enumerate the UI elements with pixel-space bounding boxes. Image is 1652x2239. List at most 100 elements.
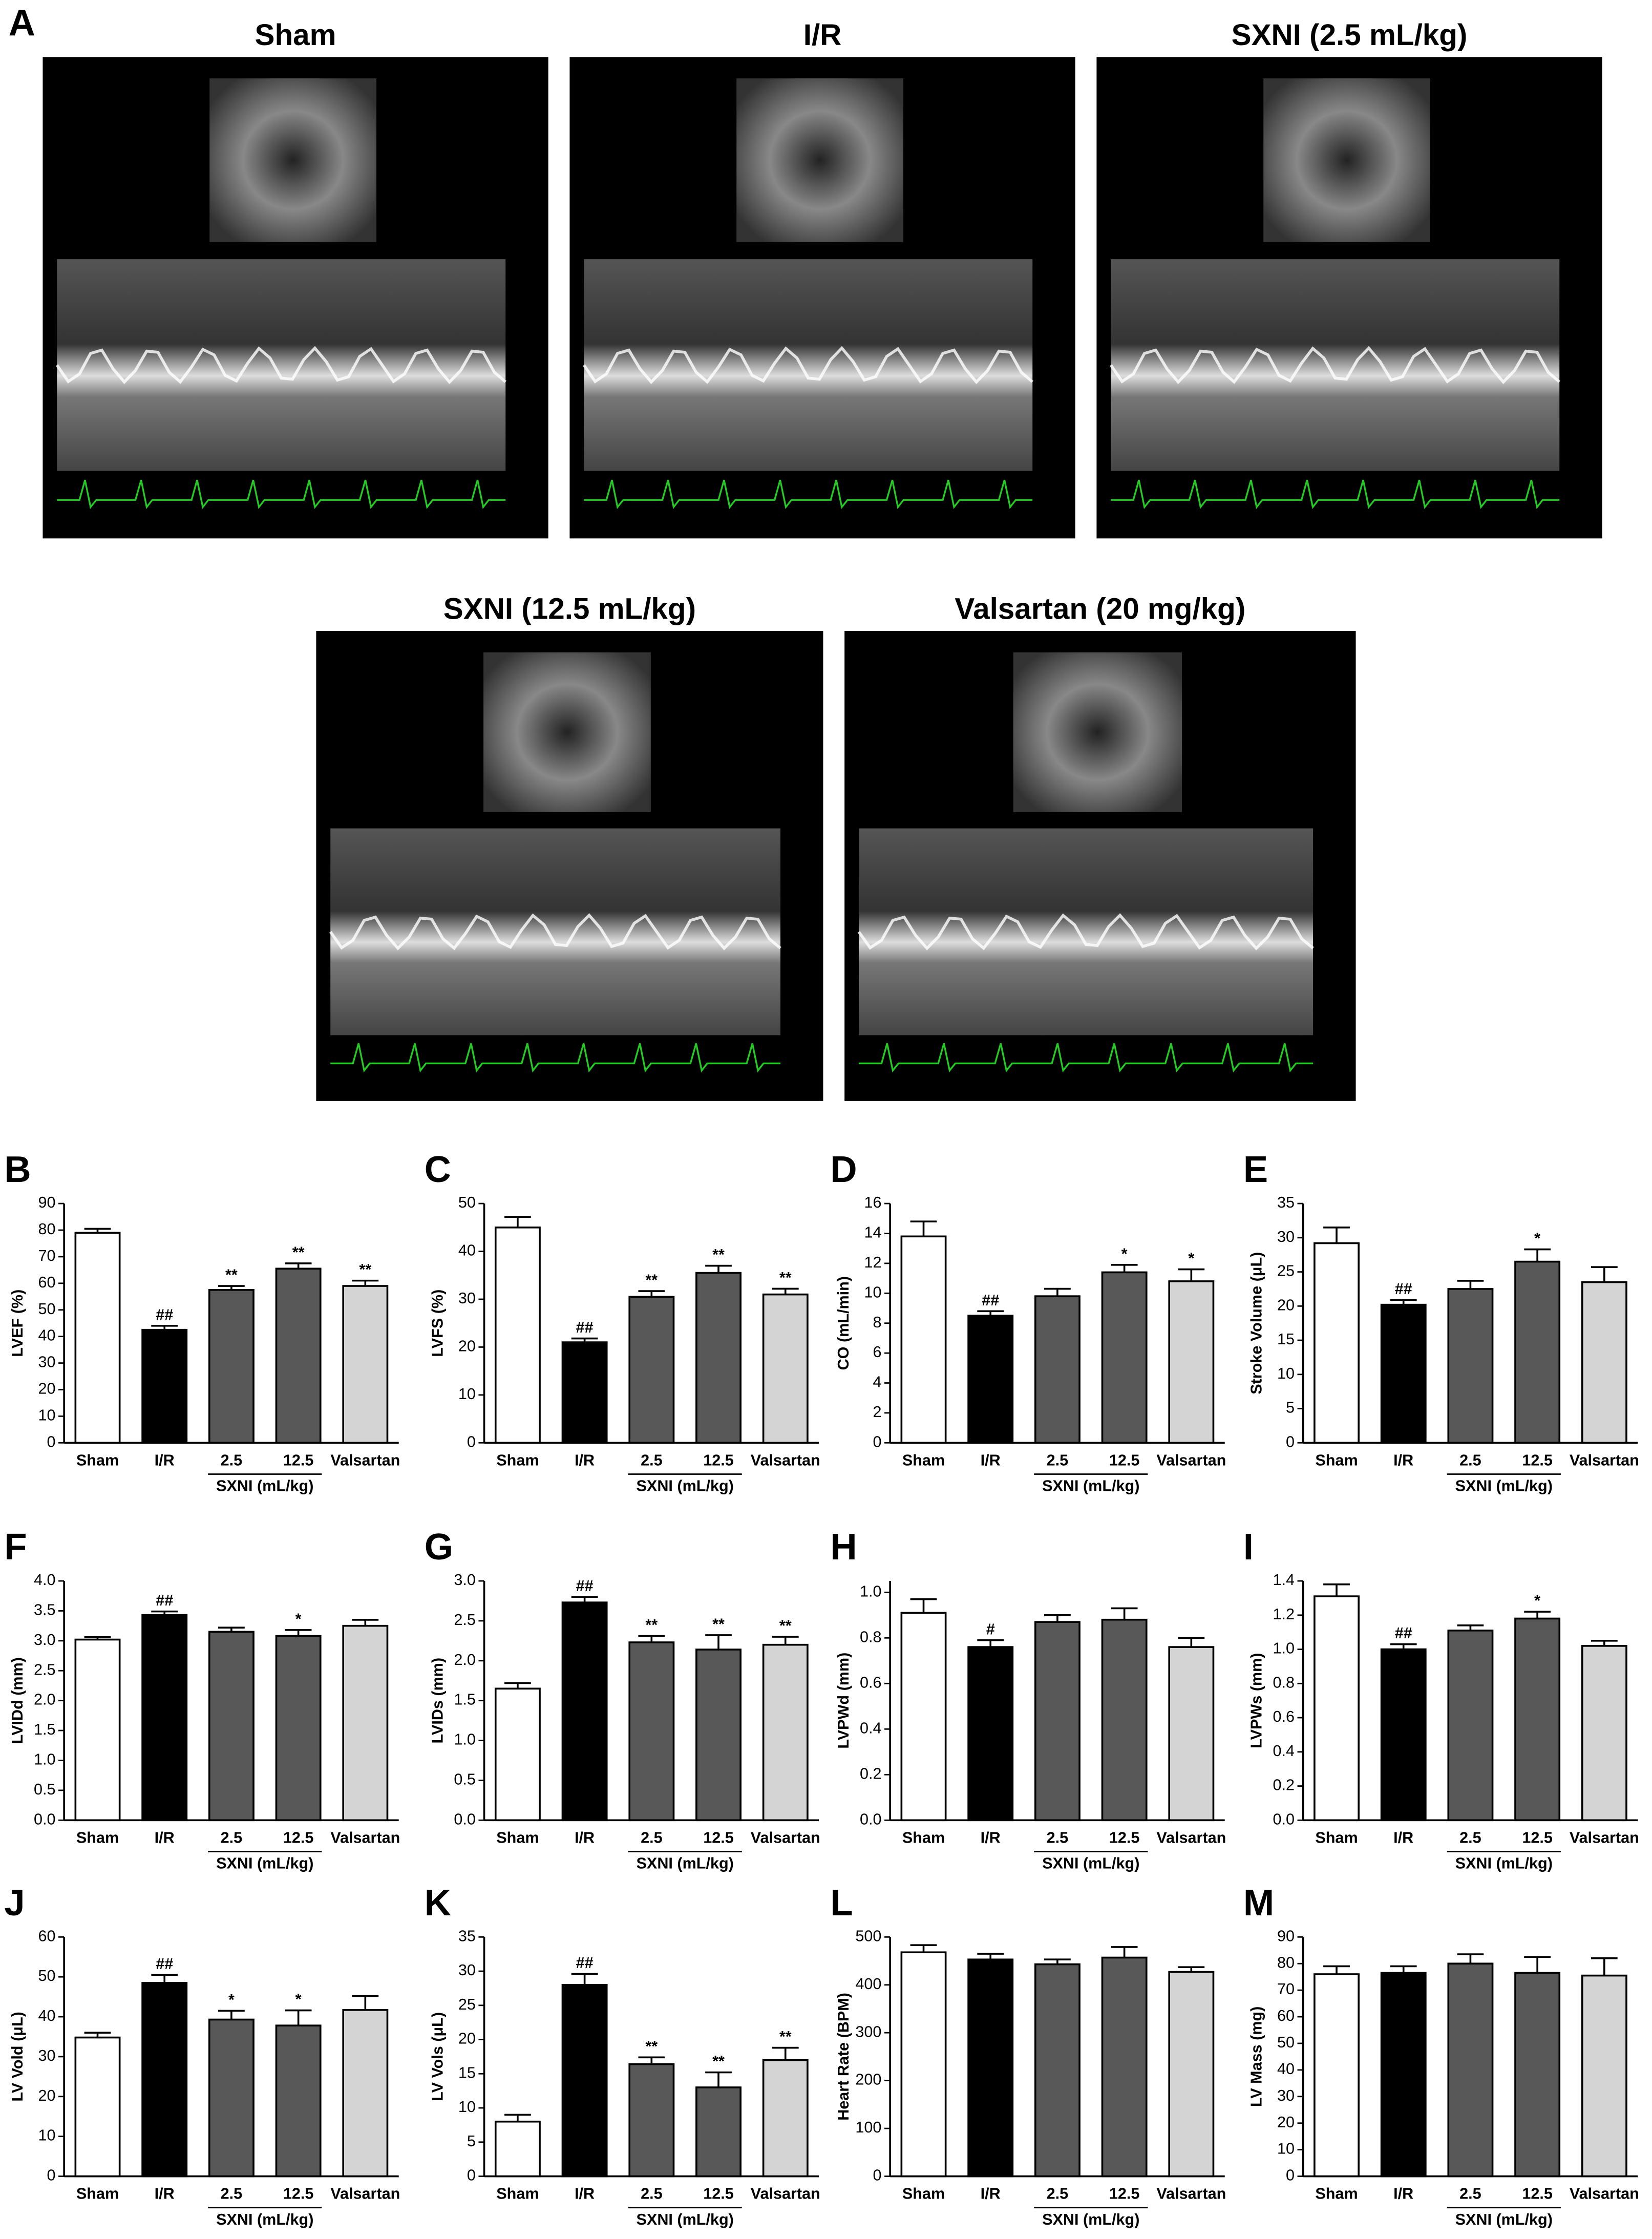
y-tick-label: 90 (1277, 1927, 1295, 1945)
bar (1101, 1271, 1148, 1444)
panel-letter: H (830, 1527, 857, 1568)
ecg-trace (1111, 479, 1560, 510)
significance-label: ## (576, 1577, 594, 1595)
x-tick-label: 12.5 (703, 1829, 734, 1847)
ecg-trace (858, 1043, 1314, 1073)
y-tick-label: 0.0 (1273, 1810, 1295, 1828)
y-axis-label: Stroke Volume (μL) (1248, 1252, 1265, 1395)
y-tick-label: 0 (467, 1433, 476, 1450)
m-mode-trace (584, 259, 1033, 471)
x-tick-label: I/R (155, 1829, 175, 1847)
y-tick-label: 15 (458, 2064, 476, 2081)
y-axis-label: LVPWd (mm) (835, 1653, 852, 1749)
y-tick-label: 1.5 (454, 1691, 476, 1708)
bar (275, 1635, 322, 1822)
x-tick-label: 12.5 (703, 2185, 734, 2203)
y-tick-label: 70 (38, 1247, 55, 1264)
m-mode-trace (1111, 259, 1560, 471)
y-axis-label: LVIDd (mm) (9, 1657, 26, 1744)
x-tick-label: 2.5 (1459, 2185, 1481, 2203)
chart: H LVPWd (mm) 0.0 0.2 0.4 0.6 0.8 1.0 Sham # I/R 2.5… (830, 1527, 1226, 1872)
y-tick-label: 6 (873, 1343, 881, 1361)
chart: J LV Vold (μL) 0 10 20 30 40 50 60 Sham ## I/R * 2.5 *… (4, 1883, 400, 2228)
significance-label: ## (576, 1954, 594, 1972)
y-tick-label: 60 (1277, 2007, 1295, 2024)
y-tick-label: 0 (873, 1433, 881, 1450)
x-tick-label: Valsartan (330, 1829, 400, 1847)
x-tick-label: Valsartan (330, 1452, 400, 1469)
bar (1447, 1630, 1494, 1822)
x-tick-label: I/R (1393, 1452, 1413, 1469)
image-title: I/R (803, 18, 842, 52)
bar (275, 1268, 322, 1444)
bar (494, 1226, 541, 1444)
x-tick-label: I/R (575, 1829, 595, 1847)
y-tick-label: 15 (1277, 1330, 1295, 1348)
x-tick-label: 2.5 (1459, 1452, 1481, 1469)
x-tick-label: 2.5 (221, 1829, 243, 1847)
y-tick-label: 0.6 (860, 1674, 882, 1691)
bar (74, 1232, 121, 1444)
bar (1101, 1618, 1148, 1822)
bar (1514, 1617, 1561, 1822)
panel-letter: A (9, 3, 35, 44)
y-tick-label: 500 (855, 1927, 881, 1945)
y-tick-label: 50 (1277, 2034, 1295, 2051)
x-tick-label: 2.5 (1459, 1829, 1481, 1847)
group-label: SXNI (mL/kg) (1455, 1855, 1553, 1872)
y-tick-label: 80 (1277, 1954, 1295, 1971)
y-tick-label: 3.0 (34, 1631, 56, 1649)
bar (141, 1614, 188, 1822)
wall-motion (55, 346, 507, 385)
wall-motion (329, 913, 781, 950)
y-tick-label: 5 (467, 2132, 476, 2150)
x-tick-label: Valsartan (1570, 1829, 1639, 1847)
significance-label: ** (712, 1616, 725, 1633)
y-tick-label: 30 (1277, 2087, 1295, 2104)
x-tick-label: 2.5 (221, 1452, 243, 1469)
bar (208, 1631, 255, 1822)
m-mode-trace (858, 828, 1314, 1036)
y-tick-label: 10 (1277, 1365, 1295, 1382)
significance-label: ## (1395, 1624, 1412, 1642)
group-label: SXNI (mL/kg) (1042, 2211, 1139, 2228)
y-tick-label: 2.0 (454, 1651, 476, 1668)
significance-label: * (1188, 1250, 1194, 1267)
significance-label: ** (779, 1617, 792, 1635)
bar (967, 1315, 1014, 1444)
bar (1314, 1973, 1360, 2178)
x-tick-label: I/R (575, 2185, 595, 2203)
significance-label: ** (225, 1266, 238, 1284)
significance-label: ** (779, 1269, 792, 1286)
bar (1447, 1962, 1494, 2178)
bar (1581, 1281, 1627, 1444)
y-tick-label: 0.4 (860, 1719, 882, 1737)
y-axis-label: Heart Rate (BPM) (835, 1993, 852, 2121)
bar (74, 1638, 121, 1822)
y-tick-label: 0.4 (1273, 1742, 1295, 1760)
y-tick-label: 70 (1277, 1980, 1295, 1998)
panel-letter: E (1243, 1149, 1268, 1190)
group-label: SXNI (mL/kg) (216, 2211, 313, 2228)
y-tick-label: 35 (1277, 1194, 1295, 1211)
y-tick-label: 8 (873, 1314, 881, 1331)
significance-label: ## (576, 1319, 594, 1336)
y-tick-label: 1.0 (34, 1751, 56, 1768)
y-tick-label: 40 (38, 1327, 55, 1344)
bar (275, 2024, 322, 2178)
bar (1168, 1646, 1215, 1822)
x-tick-label: 2.5 (1047, 1829, 1069, 1847)
b-mode-view (483, 652, 651, 812)
significance-label: ## (156, 1592, 173, 1609)
b-mode-view (1263, 78, 1430, 242)
y-tick-label: 30 (38, 2047, 55, 2064)
y-tick-label: 3.0 (454, 1571, 476, 1589)
bar (695, 1649, 742, 1822)
x-tick-label: 12.5 (703, 1452, 734, 1469)
y-tick-label: 50 (458, 1194, 476, 1211)
y-tick-label: 1.0 (1273, 1640, 1295, 1657)
x-tick-label: 2.5 (221, 2185, 243, 2203)
group-label: SXNI (mL/kg) (637, 1477, 734, 1495)
y-tick-label: 1.5 (34, 1721, 56, 1738)
